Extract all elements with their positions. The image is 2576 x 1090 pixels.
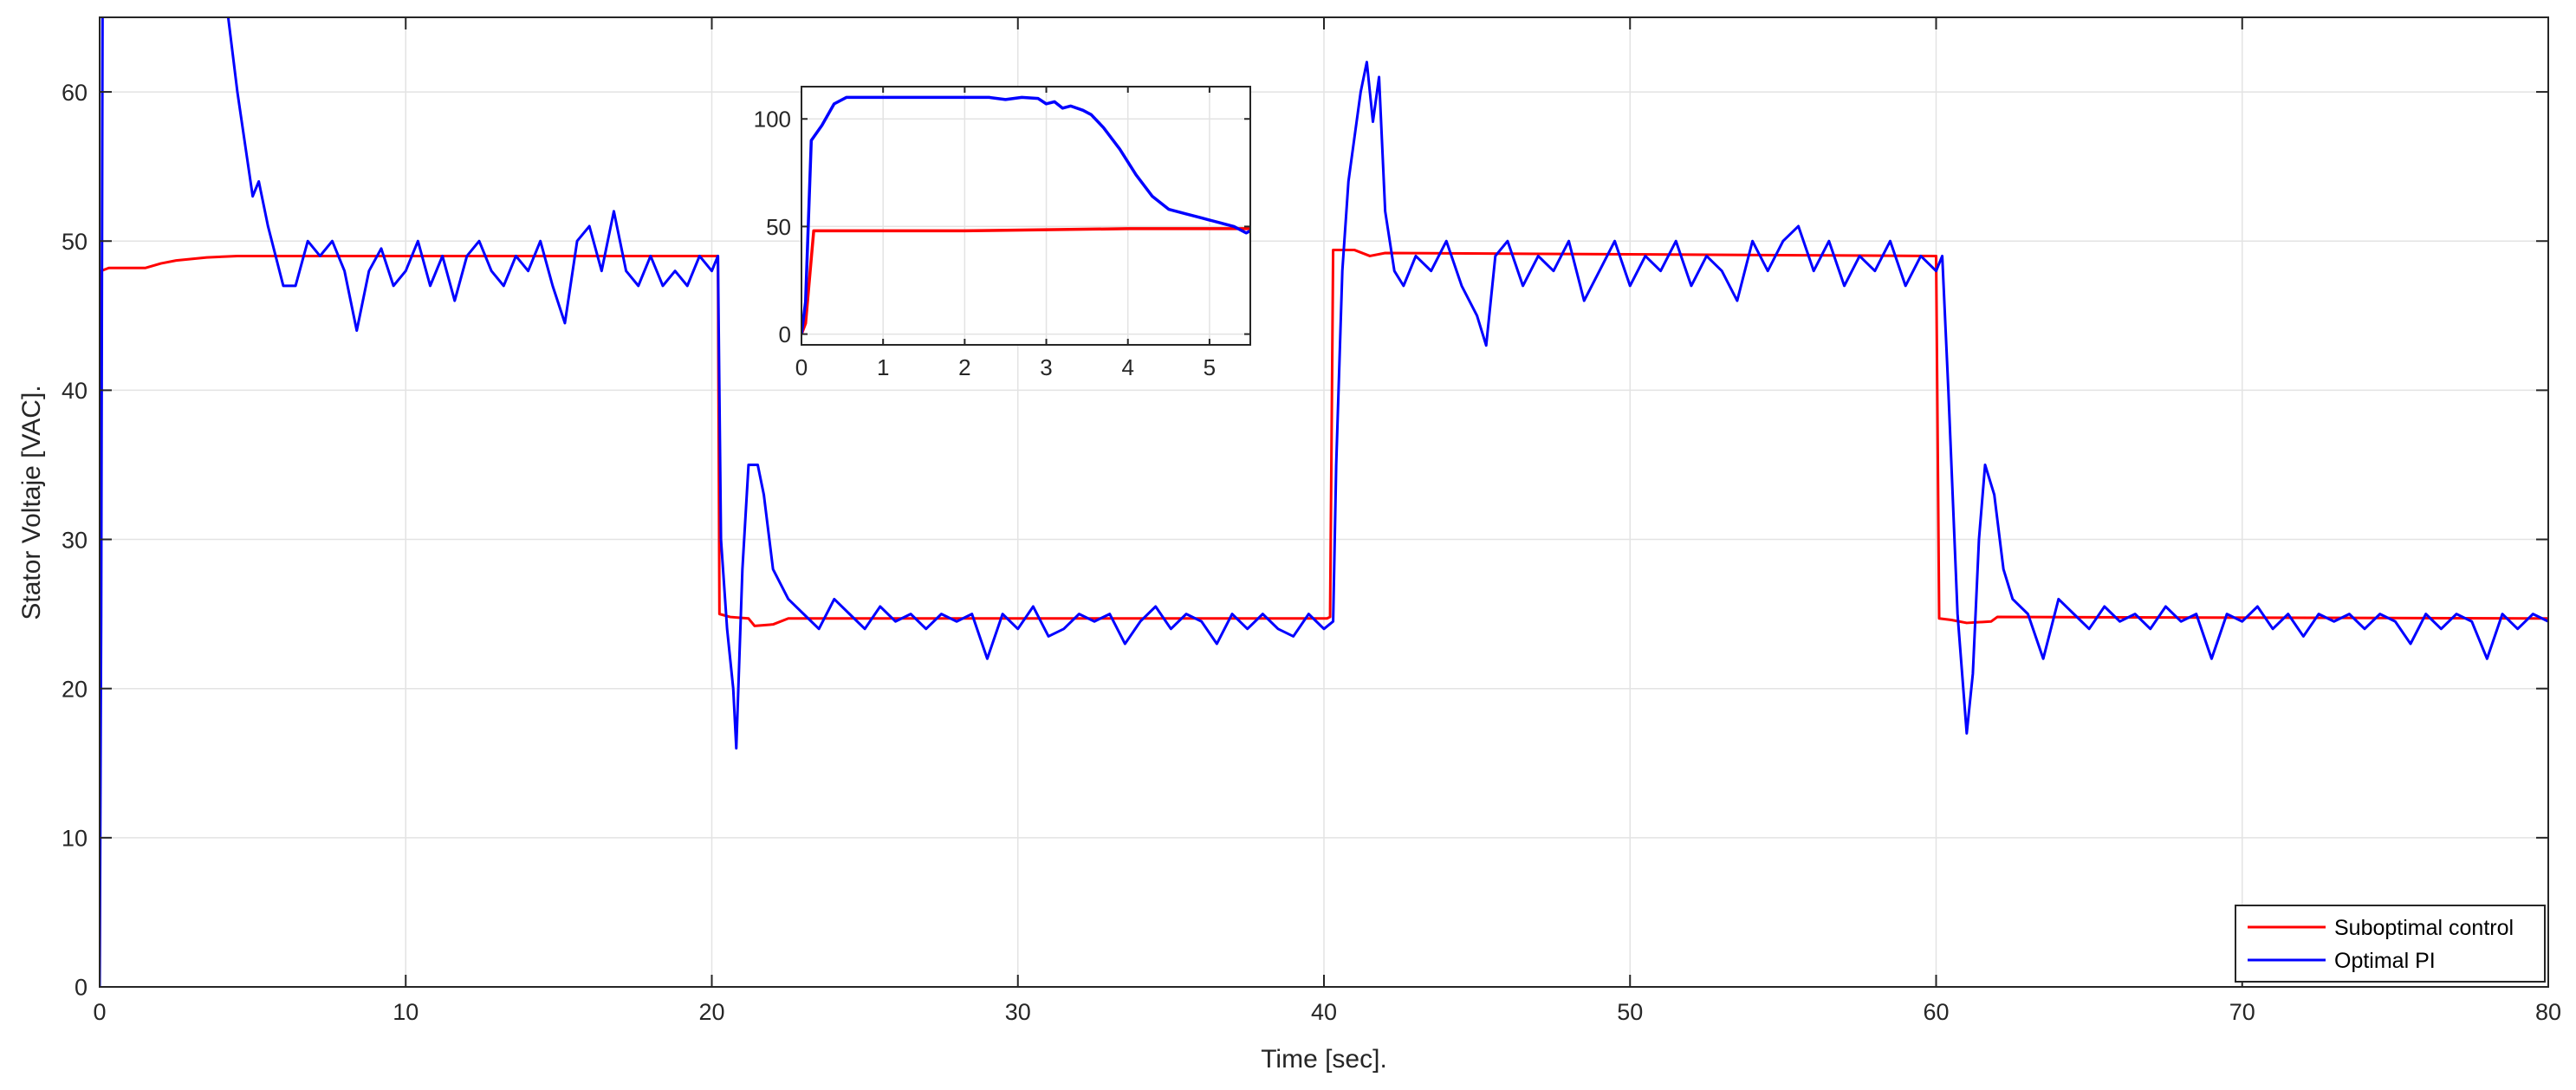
main-y-tick-label: 0 bbox=[75, 975, 88, 1001]
main-x-tick-label: 0 bbox=[93, 999, 106, 1025]
inset-x-tick-label: 4 bbox=[1121, 354, 1133, 380]
inset-y-tick-label: 100 bbox=[754, 107, 791, 133]
main-x-tick-label: 40 bbox=[1311, 999, 1337, 1025]
main-x-tick-label: 20 bbox=[698, 999, 724, 1025]
main-y-tick-label: 20 bbox=[62, 676, 88, 702]
inset-y-tick-label: 50 bbox=[766, 214, 791, 240]
main-x-tick-label: 30 bbox=[1005, 999, 1031, 1025]
main-x-tick-label: 80 bbox=[2535, 999, 2561, 1025]
legend-box bbox=[2235, 905, 2546, 983]
main-series bbox=[100, 17, 2548, 987]
inset-x-tick-label: 0 bbox=[795, 354, 808, 380]
inset-series bbox=[801, 95, 1250, 335]
x-axis-label: Time [sec]. bbox=[1261, 1045, 1387, 1074]
main-x-tick-label: 60 bbox=[1923, 999, 1949, 1025]
inset-axes-box bbox=[801, 86, 1251, 346]
y-axis-label: Stator Voltaje [VAC]. bbox=[17, 385, 46, 620]
inset-x-tick-label: 5 bbox=[1204, 354, 1216, 380]
main-y-tick-label: 60 bbox=[62, 80, 88, 106]
legend-label-suboptimal-control: Suboptimal control bbox=[2334, 916, 2514, 940]
inset-x-tick-label: 3 bbox=[1040, 354, 1052, 380]
inset-series-line-suboptimal-control bbox=[801, 227, 1250, 335]
main-y-tick-label: 50 bbox=[62, 229, 88, 255]
main-y-tick-label: 40 bbox=[62, 378, 88, 404]
legend-label-optimal-pi: Optimal PI bbox=[2334, 949, 2436, 973]
main-y-tick-label: 10 bbox=[62, 826, 88, 852]
main-series-line-suboptimal-control bbox=[100, 249, 2548, 987]
main-x-tick-label: 50 bbox=[1617, 999, 1643, 1025]
main-grid bbox=[99, 17, 2549, 988]
main-x-tick-label: 10 bbox=[393, 999, 419, 1025]
main-series-line-optimal-pi bbox=[100, 17, 2548, 987]
inset-x-tick-label: 1 bbox=[877, 354, 889, 380]
inset-series-line-optimal-pi bbox=[801, 95, 1250, 334]
inset-x-tick-label: 2 bbox=[958, 354, 970, 380]
main-x-tick-label: 70 bbox=[2229, 999, 2255, 1025]
inset-y-tick-label: 0 bbox=[779, 321, 791, 347]
main-y-tick-label: 30 bbox=[62, 527, 88, 553]
inset-plot-area bbox=[801, 87, 1250, 345]
legend: Suboptimal control Optimal PI bbox=[2235, 905, 2546, 983]
